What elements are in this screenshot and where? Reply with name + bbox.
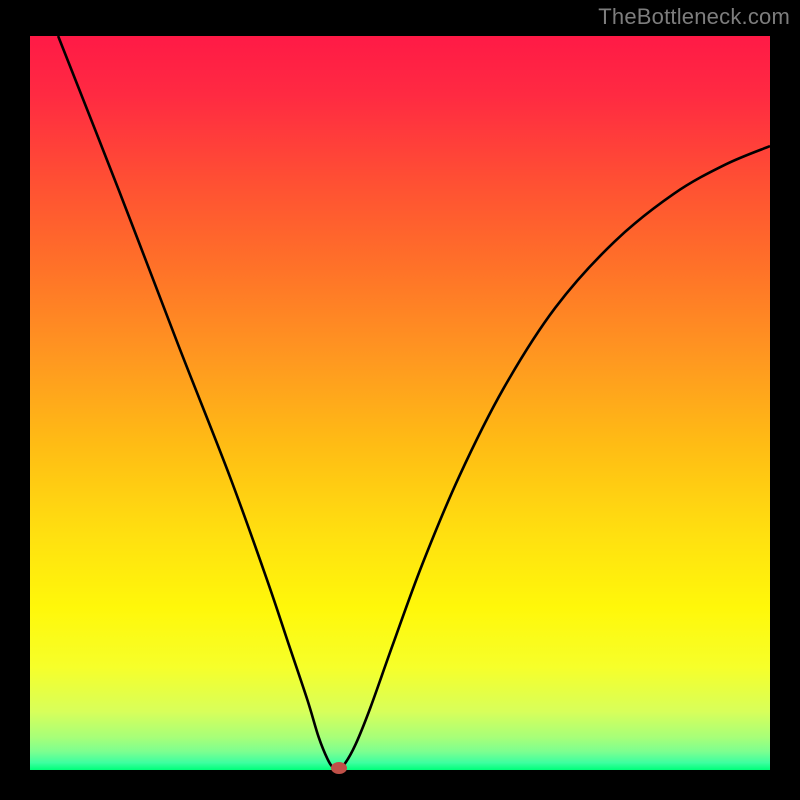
chart-frame: TheBottleneck.com [0,0,800,800]
plot-area [30,36,770,770]
watermark-text: TheBottleneck.com [598,4,790,30]
bottleneck-curve [30,36,770,770]
vertex-marker [331,762,347,774]
